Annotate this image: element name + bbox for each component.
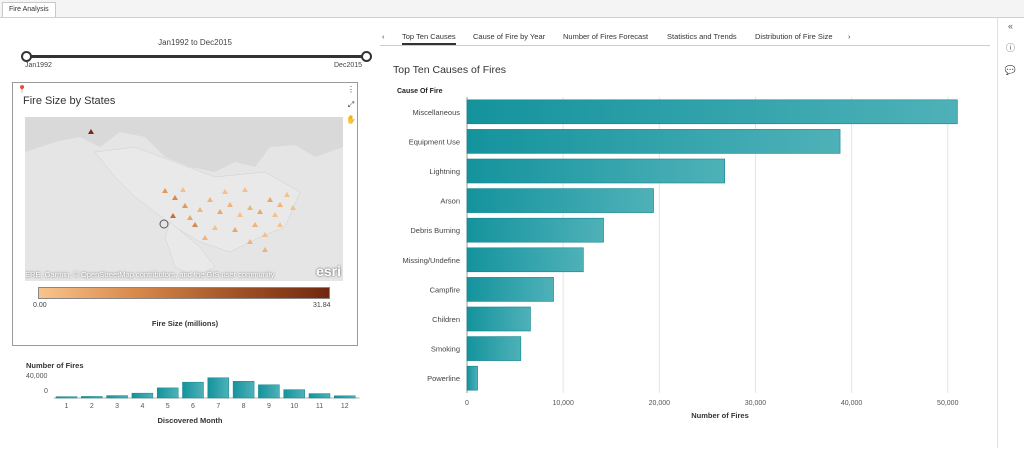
tab-fire-size-distribution[interactable]: Distribution of Fire Size: [755, 32, 833, 41]
report-tabs: ‹ Top Ten Causes Cause of Fire by Year N…: [380, 30, 990, 46]
bar[interactable]: [466, 99, 958, 125]
bar[interactable]: [466, 217, 604, 243]
category-label: Equipment Use: [409, 137, 460, 146]
month-tick-label: 10: [290, 403, 298, 410]
slider-min-label: Jan1992: [25, 62, 52, 69]
esri-logo: esri: [316, 263, 341, 279]
bar[interactable]: [466, 188, 654, 213]
x-tick-label: 20,000: [649, 400, 671, 407]
pan-hand-icon[interactable]: ✋: [346, 115, 356, 124]
comment-icon[interactable]: 💬: [1004, 65, 1017, 75]
info-icon[interactable]: ⓘ: [1005, 43, 1015, 53]
category-label: Children: [432, 315, 460, 324]
tabs-prev-icon[interactable]: ‹: [382, 32, 385, 41]
month-bar[interactable]: [334, 395, 356, 399]
month-tick-label: 1: [65, 403, 69, 410]
tab-fires-forecast[interactable]: Number of Fires Forecast: [563, 32, 649, 41]
fire-size-map-panel: 📍 Fire Size by States ⋮ ⤢ ✋: [12, 82, 358, 346]
x-tick-label: 30,000: [745, 400, 767, 407]
bar[interactable]: [466, 365, 478, 391]
month-tick-label: 3: [115, 403, 119, 410]
x-tick-label: 40,000: [841, 400, 863, 407]
map-toolbar: ⋮ ⤢ ✋: [346, 85, 356, 130]
tab-cause-by-year[interactable]: Cause of Fire by Year: [473, 32, 546, 41]
month-tick-label: 12: [341, 403, 349, 410]
month-tick-label: 11: [316, 403, 323, 410]
date-range-label: Jan1992 to Dec2015: [158, 38, 232, 47]
expand-icon[interactable]: ⤢: [347, 100, 355, 109]
tab-top-ten-causes[interactable]: Top Ten Causes: [402, 32, 456, 45]
month-bar[interactable]: [308, 393, 331, 399]
monthly-chart-plot: 1 2 3 4 5 6 7 8 9 10 11 12: [54, 377, 360, 410]
slider-max-label: Dec2015: [334, 62, 363, 69]
tab-fire-analysis[interactable]: Fire Analysis: [2, 2, 56, 17]
month-bar[interactable]: [106, 395, 128, 399]
month-tick-label: 5: [166, 403, 170, 410]
month-bar[interactable]: [156, 387, 179, 399]
pin-icon[interactable]: 📍: [17, 85, 27, 94]
category-label: Powerline: [427, 374, 460, 383]
date-slider-start-handle[interactable]: [21, 51, 32, 62]
tab-statistics-trends[interactable]: Statistics and Trends: [667, 32, 737, 41]
category-label: Lightning: [430, 167, 460, 176]
x-tick-label: 0: [465, 400, 469, 407]
basemap: [25, 117, 343, 278]
month-tick-label: 9: [267, 403, 271, 410]
month-bar[interactable]: [55, 396, 78, 399]
tabs-next-icon[interactable]: ›: [848, 32, 851, 41]
map-view[interactable]: ERE, Garmin, © OpenStreetMap contributor…: [25, 117, 343, 281]
x-tick-label: 10,000: [552, 400, 574, 407]
legend-min-label: 0.00: [33, 302, 47, 309]
x-tick-label: 50,000: [937, 400, 959, 407]
month-bar[interactable]: [207, 377, 230, 399]
month-tick-label: 8: [242, 403, 246, 410]
app-tabbar: Fire Analysis: [0, 0, 1024, 18]
location-marker[interactable]: [159, 219, 169, 229]
monthly-chart-xlabel: Discovered Month: [157, 416, 223, 425]
fire-size-legend-bar: [38, 287, 330, 299]
month-bar[interactable]: [81, 396, 103, 399]
month-bar[interactable]: [182, 381, 204, 399]
bar[interactable]: [466, 247, 584, 273]
category-label: Miscellaneous: [412, 108, 460, 117]
date-slider-end-handle[interactable]: [361, 51, 372, 62]
monthly-ytick: 0: [44, 388, 48, 395]
collapse-panel-icon[interactable]: «: [1007, 21, 1013, 31]
bar[interactable]: [466, 336, 522, 361]
top-causes-bar-chart: 0 10,000 20,000 30,000 40,000 50,000 Miscellan…: [402, 97, 959, 407]
month-tick-label: 7: [216, 403, 220, 410]
right-toolbar: « ⓘ 💬: [998, 18, 1024, 448]
month-bar[interactable]: [232, 381, 255, 399]
category-label: Campfire: [430, 285, 460, 294]
monthly-fires-chart: Number of Fires 40,000 0 1 2 3 4 5 6 7 8 9 10 11 12…: [20, 358, 360, 428]
date-slider-track[interactable]: [25, 55, 367, 58]
more-options-icon[interactable]: ⋮: [347, 85, 355, 94]
bar[interactable]: [466, 158, 725, 184]
month-bar[interactable]: [283, 389, 305, 399]
month-tick-label: 4: [140, 403, 144, 410]
month-tick-label: 6: [191, 403, 195, 410]
monthly-ytick: 40,000: [26, 373, 48, 380]
bar[interactable]: [466, 277, 554, 302]
legend-max-label: 31.84: [313, 302, 331, 309]
map-title: Fire Size by States: [23, 95, 116, 107]
map-attribution: ERE, Garmin, © OpenStreetMap contributor…: [25, 270, 275, 279]
fire-markers: [88, 129, 296, 252]
monthly-chart-title: Number of Fires: [26, 361, 84, 370]
category-label: Missing/Undefine: [402, 256, 460, 265]
category-label: Debris Burning: [410, 226, 460, 235]
legend-title: Fire Size (millions): [151, 319, 219, 328]
month-bar[interactable]: [131, 392, 154, 399]
month-bar[interactable]: [258, 384, 280, 399]
main-chart-ylabel: Cause Of Fire: [397, 88, 443, 95]
main-chart-title: Top Ten Causes of Fires: [393, 64, 507, 76]
month-tick-label: 2: [90, 403, 94, 410]
report-canvas: [6, 18, 998, 448]
bar[interactable]: [466, 129, 841, 154]
main-chart-xlabel: Number of Fires: [691, 411, 749, 420]
bar[interactable]: [466, 306, 531, 332]
category-label: Arson: [440, 197, 460, 206]
category-label: Smoking: [431, 345, 460, 354]
